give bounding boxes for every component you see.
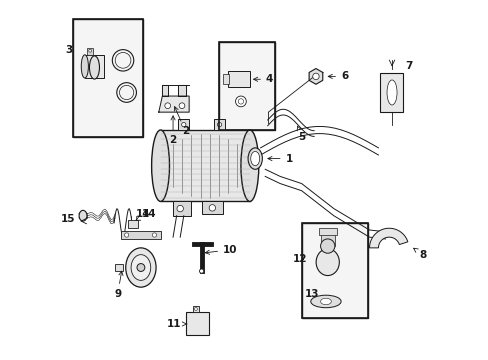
Text: 12: 12 <box>292 253 306 264</box>
Bar <box>87 48 93 55</box>
Text: 15: 15 <box>60 214 75 224</box>
Text: 7: 7 <box>405 61 412 71</box>
Ellipse shape <box>88 49 91 52</box>
Text: 10: 10 <box>205 245 237 255</box>
Bar <box>121 231 160 239</box>
Polygon shape <box>178 85 185 96</box>
Ellipse shape <box>81 55 88 78</box>
Polygon shape <box>159 96 189 112</box>
Text: 8: 8 <box>413 248 426 260</box>
Ellipse shape <box>209 204 215 211</box>
Text: 11: 11 <box>166 319 186 329</box>
Ellipse shape <box>79 210 87 221</box>
Text: 1: 1 <box>267 154 292 163</box>
Ellipse shape <box>312 73 319 80</box>
Ellipse shape <box>217 122 221 127</box>
Ellipse shape <box>320 298 331 305</box>
Bar <box>320 234 334 246</box>
Bar <box>301 223 367 318</box>
Bar <box>219 42 274 130</box>
Bar <box>115 264 122 271</box>
Ellipse shape <box>320 239 334 253</box>
Ellipse shape <box>238 99 243 104</box>
Text: 6: 6 <box>327 71 347 81</box>
Ellipse shape <box>310 295 341 308</box>
Ellipse shape <box>194 307 197 310</box>
Bar <box>173 202 190 216</box>
Bar <box>318 228 336 235</box>
Ellipse shape <box>199 269 203 273</box>
Text: 2: 2 <box>169 116 176 145</box>
Bar <box>160 130 249 202</box>
Bar <box>301 223 367 318</box>
Bar <box>219 42 274 130</box>
Ellipse shape <box>179 103 184 109</box>
Text: 4: 4 <box>253 74 273 84</box>
Bar <box>201 202 223 214</box>
Text: 3: 3 <box>66 45 73 55</box>
Ellipse shape <box>124 233 128 237</box>
Ellipse shape <box>241 130 258 202</box>
Ellipse shape <box>177 205 183 212</box>
Text: 2: 2 <box>174 107 189 136</box>
Ellipse shape <box>137 264 144 271</box>
Polygon shape <box>162 85 167 96</box>
Ellipse shape <box>235 96 246 107</box>
Bar <box>73 19 142 137</box>
Text: 5: 5 <box>297 126 305 142</box>
Bar <box>84 55 104 78</box>
Polygon shape <box>308 68 322 84</box>
Ellipse shape <box>131 255 150 280</box>
Ellipse shape <box>181 122 185 127</box>
Bar <box>185 312 208 336</box>
Text: 14: 14 <box>136 209 156 220</box>
Bar <box>178 119 189 130</box>
Ellipse shape <box>152 233 156 237</box>
Ellipse shape <box>151 130 169 202</box>
Bar <box>380 73 403 112</box>
Bar <box>73 19 142 137</box>
Bar <box>223 73 229 84</box>
Text: 9: 9 <box>114 271 123 299</box>
Polygon shape <box>369 228 407 248</box>
Ellipse shape <box>164 103 170 109</box>
Text: 13: 13 <box>304 289 318 299</box>
Bar <box>192 306 199 312</box>
Ellipse shape <box>89 56 99 79</box>
Ellipse shape <box>315 249 339 275</box>
Ellipse shape <box>247 148 262 169</box>
Bar <box>214 119 224 130</box>
Bar <box>128 220 138 228</box>
Ellipse shape <box>386 80 396 105</box>
Ellipse shape <box>125 248 156 287</box>
Bar <box>228 71 249 87</box>
Text: 14: 14 <box>135 209 150 219</box>
Ellipse shape <box>250 152 259 166</box>
